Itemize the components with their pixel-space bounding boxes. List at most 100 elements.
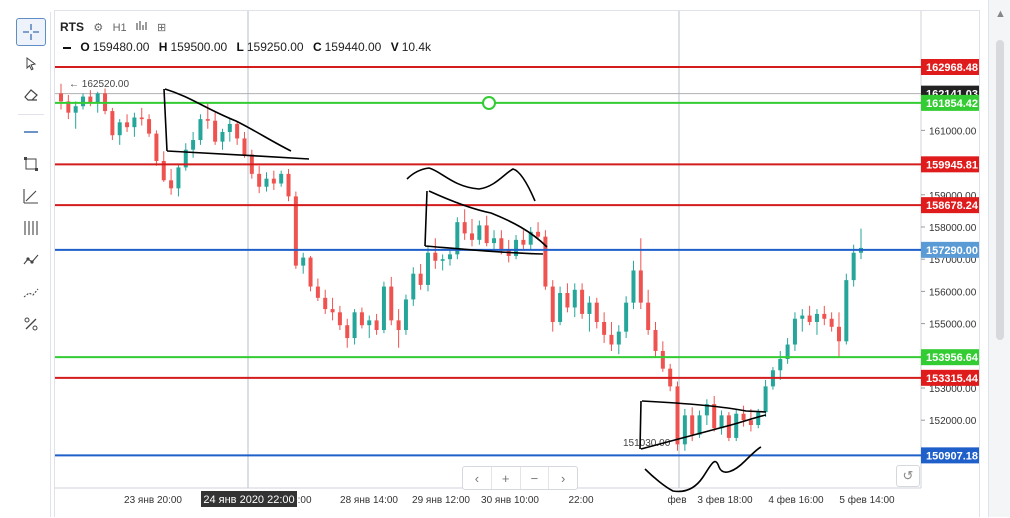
fib-lines-icon[interactable] xyxy=(16,214,46,242)
crosshair-time-badge xyxy=(201,491,297,507)
series-dash-icon xyxy=(63,46,71,49)
y-tick-label: 158000.00 xyxy=(929,223,977,234)
low-annotation: 151030.00 xyxy=(623,438,671,449)
reset-icon[interactable]: ↺ xyxy=(896,465,920,487)
timeframe-label[interactable]: H1 xyxy=(112,22,127,34)
compare-add-icon[interactable]: ⊞ xyxy=(157,22,167,34)
candle-body xyxy=(660,350,665,369)
open-label: O xyxy=(80,40,90,54)
candle-body xyxy=(198,119,203,141)
candle-body xyxy=(337,312,342,326)
candle-body xyxy=(235,123,240,139)
cursor-arrow-icon[interactable] xyxy=(16,50,46,78)
candle-body xyxy=(257,173,262,187)
candle-body xyxy=(433,252,438,261)
candle-body xyxy=(139,117,144,120)
candle-body xyxy=(631,270,636,303)
candle-body xyxy=(602,321,607,335)
scroll-left-button[interactable]: ‹ xyxy=(463,467,492,489)
candle-body xyxy=(213,120,218,142)
scroll-up-icon[interactable]: ▲ xyxy=(995,8,1006,20)
candle-body xyxy=(800,315,805,319)
scroll-right-button[interactable]: › xyxy=(560,470,566,486)
eraser-icon[interactable] xyxy=(16,80,46,108)
candle-body xyxy=(719,415,724,429)
candle-body xyxy=(638,270,643,303)
candle-body xyxy=(396,320,401,331)
chart-navigation: ‹ + − › xyxy=(462,466,578,490)
candle-body xyxy=(477,225,482,240)
y-tick-label: 159000.00 xyxy=(929,191,977,202)
y-tick-label: 153000.00 xyxy=(929,384,977,395)
candle-body xyxy=(345,325,350,339)
polyline-icon[interactable] xyxy=(16,278,46,306)
high-annotation: ← 162520.00 xyxy=(69,79,129,90)
settings-gear-icon[interactable]: ⚙ xyxy=(93,22,104,34)
chart-pane[interactable]: 161000.00 159000.00 158000.00 157000.00 1560… xyxy=(54,10,980,518)
candle-body xyxy=(462,222,467,234)
crosshair-icon[interactable] xyxy=(16,18,46,46)
price-level-value: 158678.24 xyxy=(926,200,979,212)
chart-type-icon[interactable] xyxy=(136,21,151,34)
candle-body xyxy=(403,299,408,331)
candle-body xyxy=(389,286,394,321)
hand-drawn-annotation xyxy=(424,190,548,255)
candle-body xyxy=(242,138,247,155)
rectangle-icon[interactable] xyxy=(16,150,46,178)
candle-body xyxy=(580,289,585,314)
candle-body xyxy=(323,297,328,310)
price-level-value: 159945.81 xyxy=(926,159,978,171)
zoom-out-button[interactable]: − xyxy=(521,467,550,489)
price-level-value: 157290.00 xyxy=(926,245,978,257)
price-level-value: 161854.42 xyxy=(926,98,978,110)
scrollbar-thumb[interactable] xyxy=(996,40,1004,340)
candle-body xyxy=(359,312,364,326)
candle-body xyxy=(646,302,651,331)
percent-icon[interactable] xyxy=(16,310,46,338)
candle-body xyxy=(59,93,63,102)
path-icon[interactable] xyxy=(16,246,46,274)
candle-body xyxy=(624,302,629,332)
candle-body xyxy=(763,386,768,413)
candle-body xyxy=(734,413,739,438)
volume-label: V xyxy=(390,40,399,54)
candle-body xyxy=(814,313,819,322)
candle-body xyxy=(778,359,783,371)
candle-body xyxy=(117,122,122,136)
candle-body xyxy=(455,222,460,255)
candle-body xyxy=(543,236,548,287)
candle-body xyxy=(550,286,555,322)
price-level-badge xyxy=(921,197,979,214)
candle-body xyxy=(73,106,78,113)
candle-body xyxy=(528,231,533,245)
candle-body xyxy=(712,404,717,429)
candle-body xyxy=(425,252,430,285)
candle-body xyxy=(726,415,731,438)
candle-body xyxy=(330,309,335,313)
candle-body xyxy=(484,225,489,244)
candle-body xyxy=(191,140,196,150)
price-chart[interactable]: 161000.00 159000.00 158000.00 157000.00 1560… xyxy=(55,11,979,518)
candle-body xyxy=(792,318,797,345)
x-tick-label: фев xyxy=(667,494,686,506)
candle-body xyxy=(697,415,702,435)
candle-body xyxy=(293,196,298,266)
candle-body xyxy=(587,302,592,314)
page-scrollbar[interactable]: ▲ xyxy=(988,0,1010,517)
candle-body xyxy=(440,259,445,261)
close-value: 159440.00 xyxy=(324,40,382,54)
x-tick-label: 30 янв 10:00 xyxy=(481,495,539,506)
high-value: 159500.00 xyxy=(170,40,228,54)
candle-body xyxy=(418,273,423,285)
candle-body xyxy=(352,312,357,339)
candle-body xyxy=(381,286,386,331)
horizontal-line-icon[interactable] xyxy=(16,118,46,146)
candle-body xyxy=(690,415,695,435)
zoom-in-button[interactable]: + xyxy=(492,467,521,489)
candle-body xyxy=(374,320,379,331)
trend-line-icon[interactable] xyxy=(16,182,46,210)
price-level-badge xyxy=(921,59,979,75)
hand-drawn-annotation xyxy=(644,446,762,493)
candle-body xyxy=(279,173,284,184)
y-tick-label: 157000.00 xyxy=(929,255,977,266)
